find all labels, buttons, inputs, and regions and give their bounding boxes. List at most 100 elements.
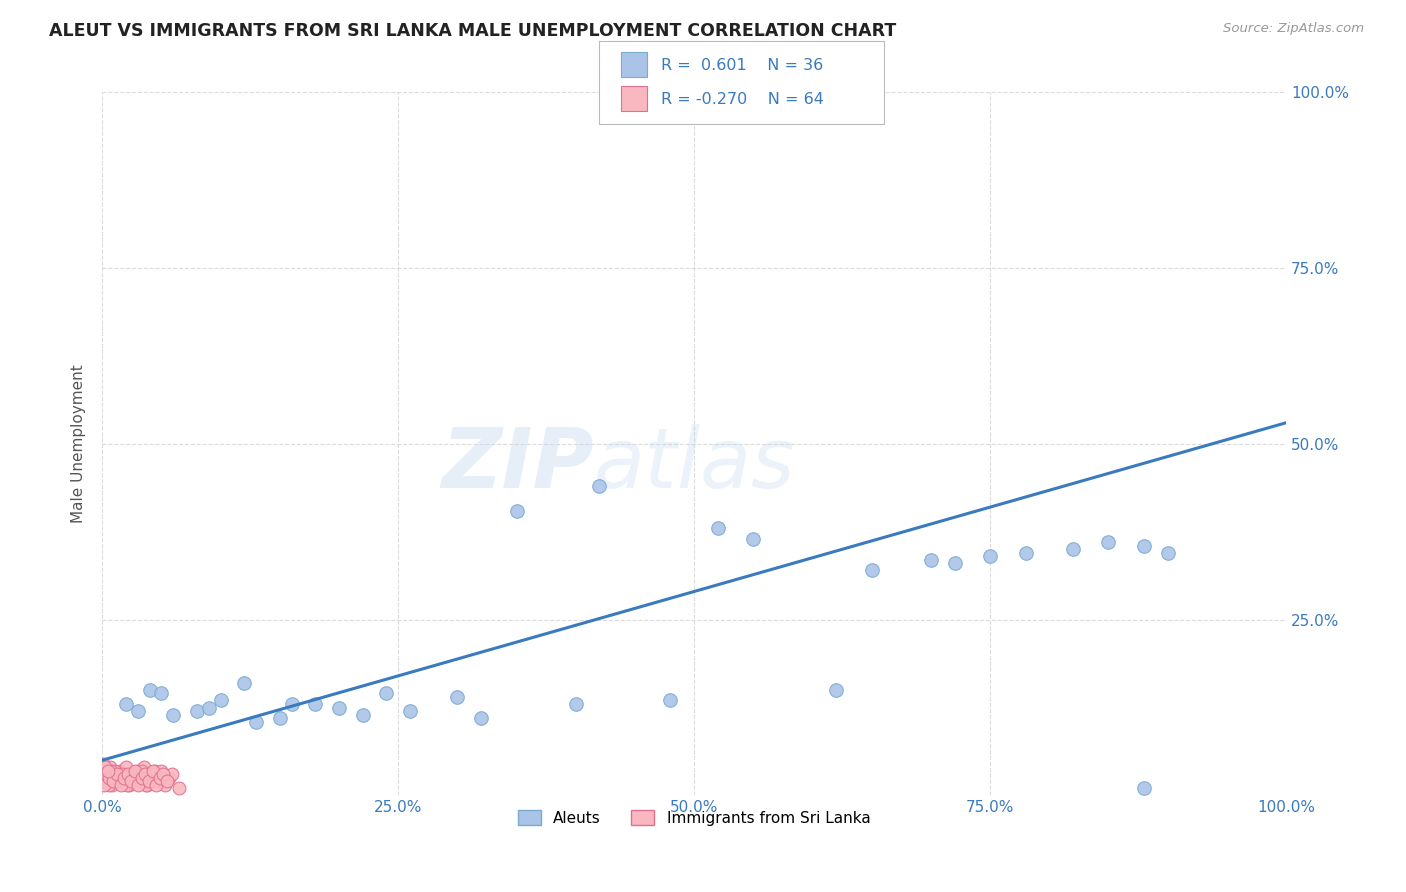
Point	[127, 704, 149, 718]
Point	[105, 774, 128, 789]
Point	[152, 767, 174, 781]
Text: Source: ZipAtlas.com: Source: ZipAtlas.com	[1223, 22, 1364, 36]
Point	[118, 778, 141, 792]
Point	[162, 707, 184, 722]
Point	[135, 778, 157, 792]
Point	[145, 764, 167, 778]
Point	[98, 778, 121, 792]
Point	[157, 771, 180, 785]
Point	[209, 693, 232, 707]
Point	[233, 676, 256, 690]
Point	[124, 764, 146, 778]
Point	[112, 771, 135, 785]
Point	[245, 714, 267, 729]
Legend: Aleuts, Immigrants from Sri Lanka: Aleuts, Immigrants from Sri Lanka	[510, 802, 877, 833]
Point	[127, 778, 149, 792]
Point	[110, 778, 132, 792]
Y-axis label: Male Unemployment: Male Unemployment	[72, 365, 86, 524]
Point	[138, 767, 160, 781]
Point	[304, 697, 326, 711]
Point	[446, 690, 468, 704]
Point	[94, 764, 117, 778]
Point	[825, 682, 848, 697]
Point	[97, 771, 120, 785]
Point	[93, 778, 115, 792]
Point	[105, 767, 128, 781]
Point	[138, 774, 160, 789]
Text: atlas: atlas	[593, 425, 794, 506]
Point	[149, 771, 172, 785]
Point	[920, 553, 942, 567]
Point	[742, 532, 765, 546]
Point	[127, 764, 149, 778]
Text: ALEUT VS IMMIGRANTS FROM SRI LANKA MALE UNEMPLOYMENT CORRELATION CHART: ALEUT VS IMMIGRANTS FROM SRI LANKA MALE …	[49, 22, 897, 40]
Point	[141, 764, 163, 778]
Point	[100, 760, 122, 774]
Point	[96, 767, 118, 781]
Text: R = -0.270    N = 64: R = -0.270 N = 64	[661, 92, 824, 107]
Point	[143, 767, 166, 781]
Point	[145, 778, 167, 792]
Point	[1133, 539, 1156, 553]
Point	[128, 774, 150, 789]
Point	[156, 774, 179, 789]
Point	[111, 767, 134, 781]
Point	[93, 756, 115, 771]
Point	[150, 764, 173, 778]
Point	[115, 697, 138, 711]
Point	[93, 774, 115, 789]
Point	[103, 767, 125, 781]
Point	[979, 549, 1001, 564]
Point	[352, 707, 374, 722]
Point	[124, 771, 146, 785]
Point	[134, 767, 156, 781]
Point	[112, 771, 135, 785]
Point	[328, 700, 350, 714]
Point	[115, 778, 138, 792]
Point	[131, 771, 153, 785]
Point	[160, 767, 183, 781]
Point	[1097, 535, 1119, 549]
Point	[706, 521, 728, 535]
Point	[104, 764, 127, 778]
Point	[131, 764, 153, 778]
Point	[122, 767, 145, 781]
Point	[101, 771, 124, 785]
Point	[375, 686, 398, 700]
Point	[115, 760, 138, 774]
Point	[943, 557, 966, 571]
Point	[100, 778, 122, 792]
Point	[132, 760, 155, 774]
Point	[1062, 542, 1084, 557]
Point	[108, 764, 131, 778]
Point	[148, 774, 170, 789]
Text: R =  0.601    N = 36: R = 0.601 N = 36	[661, 58, 823, 72]
Point	[103, 774, 125, 789]
Point	[94, 760, 117, 774]
Point	[470, 711, 492, 725]
Point	[100, 764, 122, 778]
Point	[139, 771, 162, 785]
Point	[150, 686, 173, 700]
Point	[1156, 546, 1178, 560]
Point	[186, 704, 208, 718]
Point	[659, 693, 682, 707]
Point	[269, 711, 291, 725]
Point	[505, 503, 527, 517]
Point	[136, 778, 159, 792]
Point	[588, 479, 610, 493]
Point	[167, 781, 190, 796]
Point	[1133, 781, 1156, 796]
Point	[117, 767, 139, 781]
Point	[1014, 546, 1036, 560]
Point	[564, 697, 586, 711]
Point	[280, 697, 302, 711]
Point	[107, 774, 129, 789]
Point	[197, 700, 219, 714]
Point	[96, 764, 118, 778]
Point	[120, 774, 142, 789]
Point	[860, 563, 883, 577]
Point	[96, 764, 118, 778]
Point	[146, 774, 169, 789]
Point	[399, 704, 422, 718]
